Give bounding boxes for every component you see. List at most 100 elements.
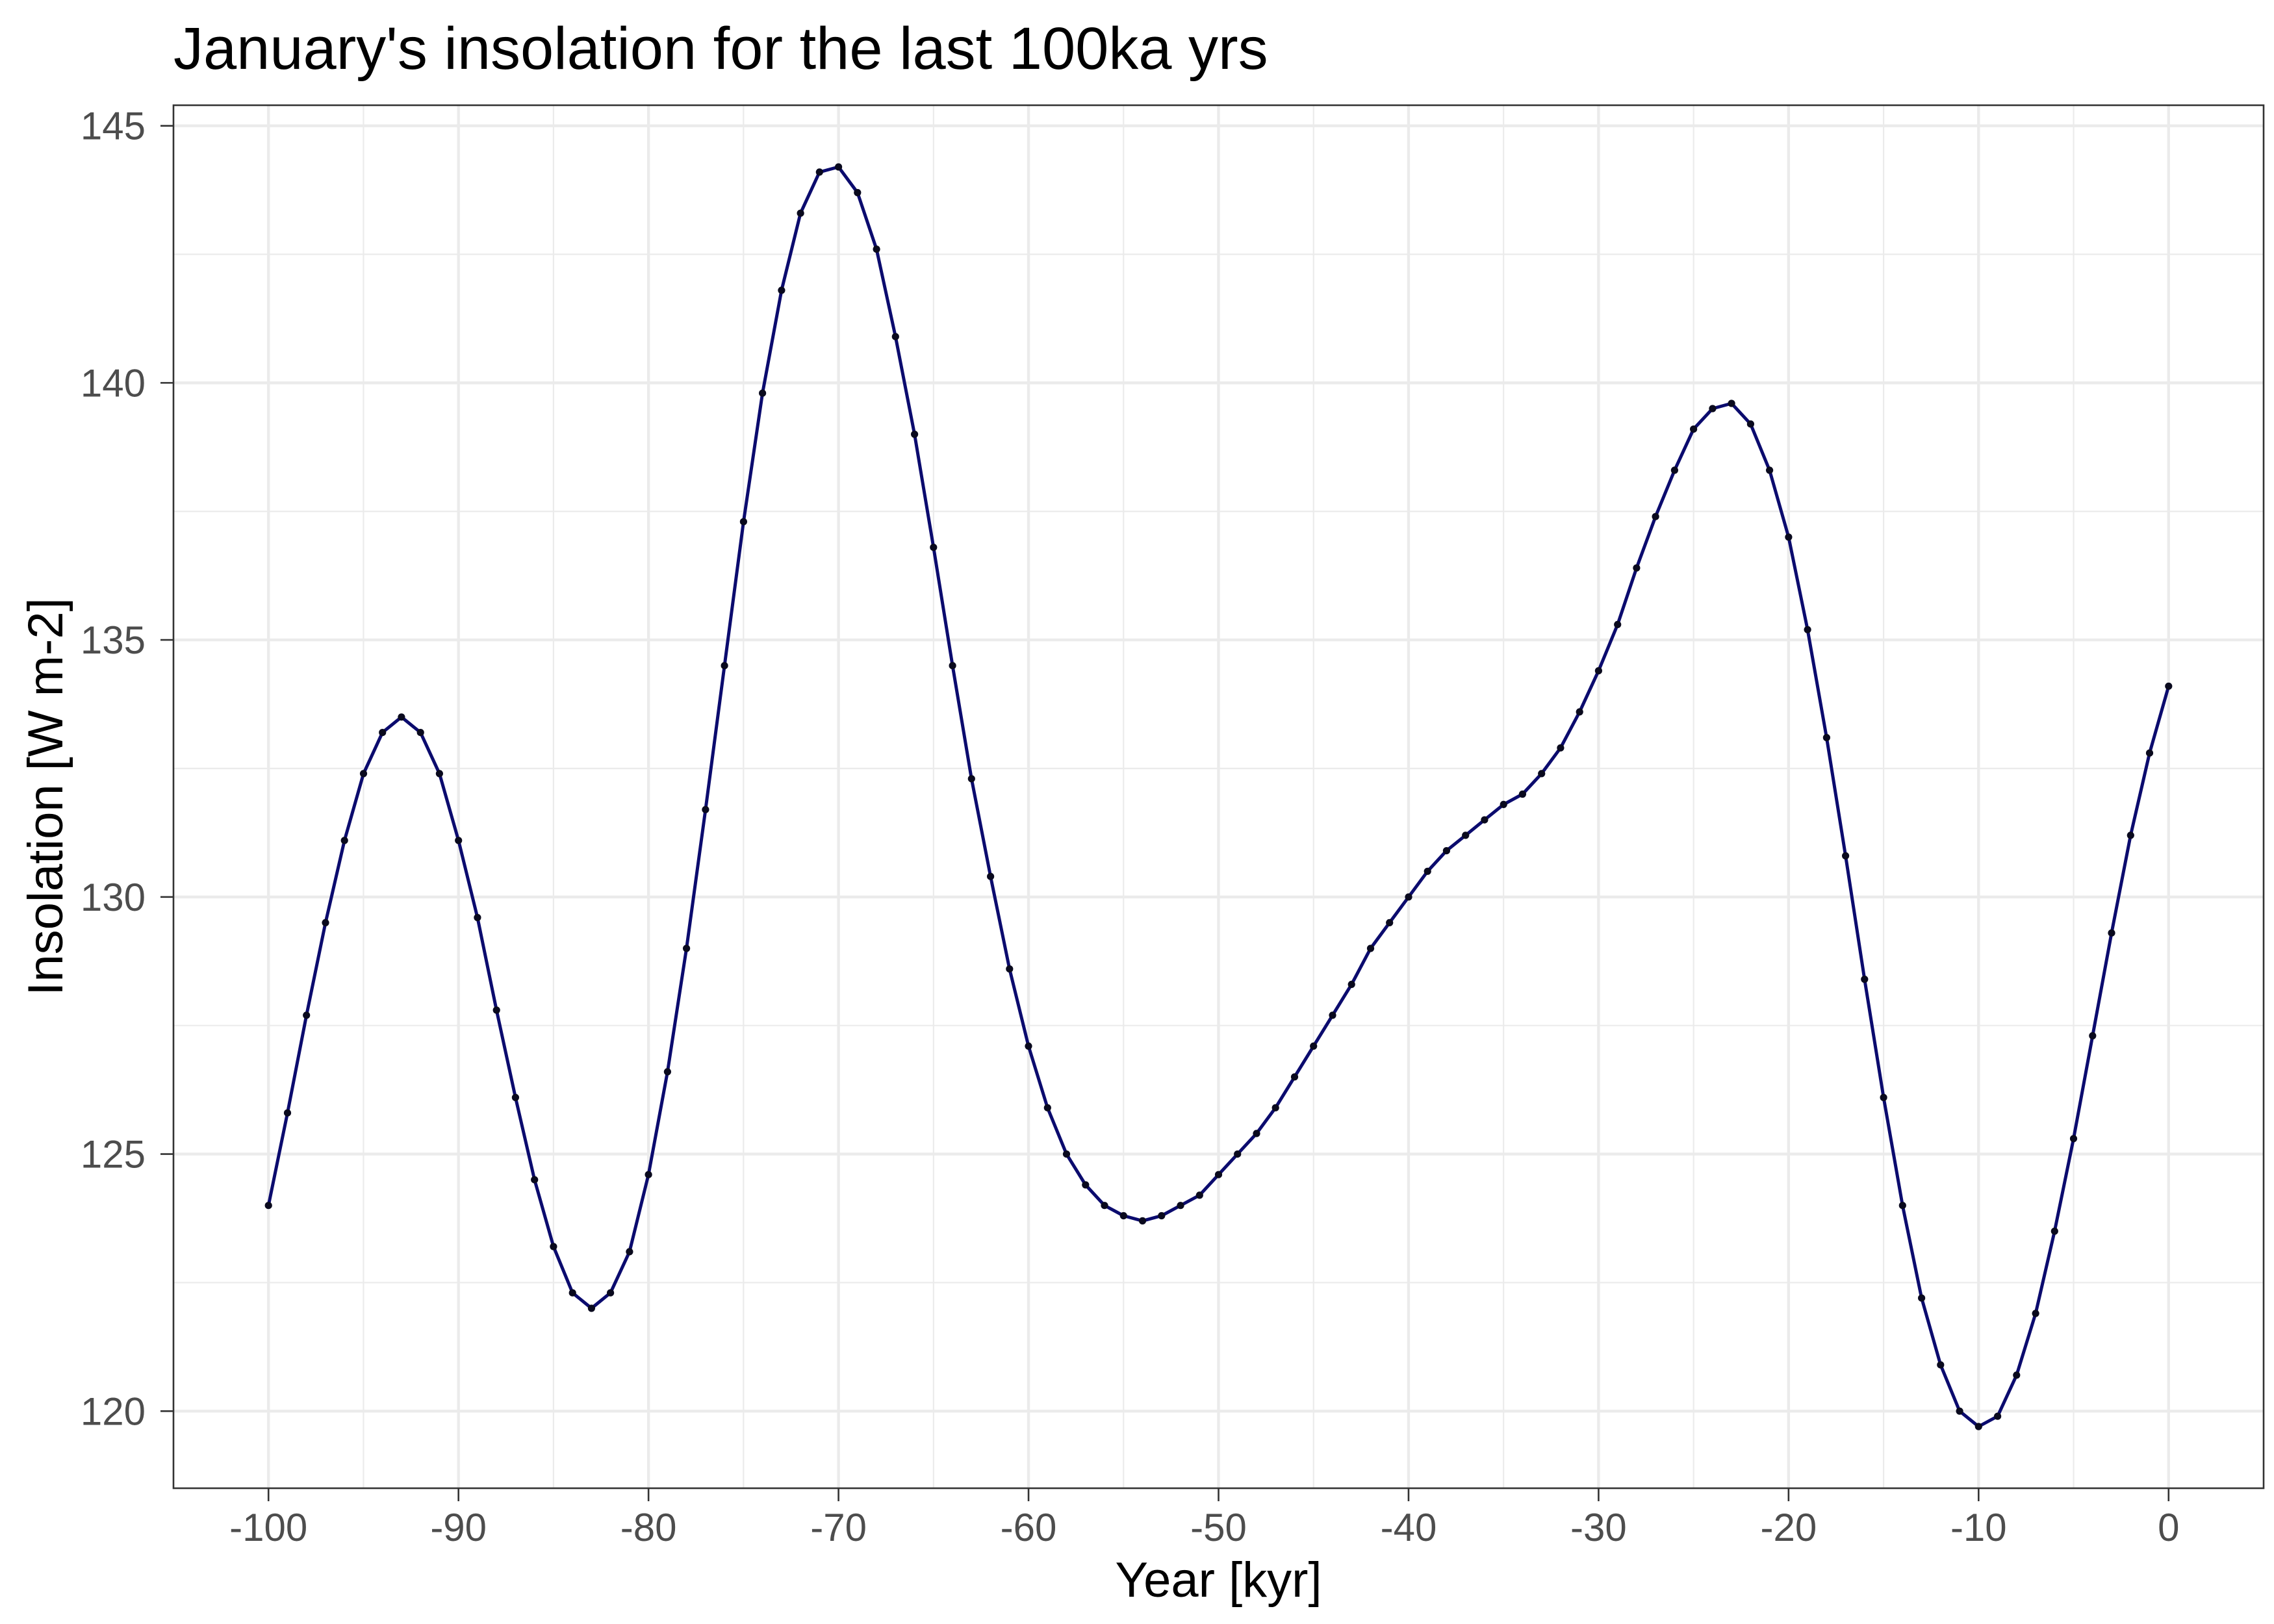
data-point [1766, 466, 1774, 474]
data-point [930, 544, 938, 552]
data-point [1310, 1042, 1318, 1050]
data-point [1329, 1011, 1336, 1019]
y-tick-label: 125 [81, 1133, 146, 1176]
data-point [322, 919, 329, 926]
data-point [2145, 749, 2154, 757]
y-tick-label: 120 [81, 1389, 146, 1433]
data-point [264, 1202, 272, 1210]
data-point [1138, 1217, 1147, 1224]
data-point [739, 518, 747, 526]
data-point [1481, 816, 1488, 824]
data-point [1158, 1212, 1166, 1220]
data-point [474, 913, 481, 922]
data-point [645, 1171, 652, 1178]
data-point [1937, 1361, 1945, 1369]
data-point [283, 1109, 292, 1117]
data-point [702, 806, 709, 813]
data-point [1594, 667, 1602, 675]
x-tick-label: -80 [620, 1506, 677, 1549]
data-point [379, 729, 387, 737]
data-point [873, 246, 880, 253]
x-tick-label: -60 [1001, 1506, 1057, 1549]
data-point [1861, 975, 1869, 983]
data-point [1195, 1191, 1203, 1199]
data-point [797, 209, 804, 217]
data-point [1974, 1423, 1982, 1430]
data-point [987, 872, 995, 880]
x-axis: -100 -90 -80 -70 -60 -50 -40 -30 -20 -10 0 [229, 1488, 2179, 1549]
data-point [1670, 466, 1678, 474]
data-point [492, 1006, 500, 1014]
y-axis-title: Insolation [W m-2] [18, 598, 73, 995]
data-point [1918, 1294, 1926, 1302]
data-point [568, 1289, 576, 1297]
data-point [2050, 1227, 2058, 1235]
major-grid [173, 105, 2264, 1488]
data-point [1746, 420, 1754, 428]
data-point [340, 837, 348, 844]
data-point [1119, 1212, 1127, 1220]
data-point [1898, 1202, 1906, 1210]
y-tick-label: 140 [81, 361, 146, 405]
x-tick-label: -70 [810, 1506, 867, 1549]
data-point [1253, 1130, 1260, 1137]
data-point [2013, 1371, 2021, 1379]
series-layer [264, 163, 2173, 1430]
data-point [1880, 1093, 1887, 1102]
x-tick-label: 0 [2158, 1506, 2179, 1549]
data-point [303, 1011, 311, 1019]
data-point [2089, 1032, 2097, 1040]
data-point [455, 837, 463, 844]
data-point [1062, 1150, 1071, 1158]
data-point [967, 775, 975, 783]
data-point [815, 168, 823, 176]
data-point [1101, 1202, 1108, 1210]
data-point [359, 770, 368, 778]
data-point [1576, 708, 1583, 716]
data-point [1842, 852, 1850, 860]
data-point [1728, 400, 1735, 407]
x-tick-label: -30 [1570, 1506, 1627, 1549]
data-point [663, 1068, 671, 1076]
data-point [1348, 980, 1355, 988]
data-point [1614, 620, 1622, 629]
data-point [683, 945, 691, 952]
data-point [1025, 1042, 1032, 1050]
y-tick-label: 135 [81, 618, 146, 662]
data-point [587, 1304, 596, 1312]
y-tick-label: 145 [81, 105, 146, 148]
data-point [835, 163, 843, 171]
data-point [854, 188, 862, 197]
data-point [1500, 800, 1507, 808]
data-point [1234, 1150, 1242, 1158]
data-point [1442, 847, 1450, 855]
data-point [1633, 564, 1641, 572]
data-point [1994, 1412, 2002, 1420]
data-point [721, 662, 728, 670]
x-tick-label: -100 [229, 1506, 307, 1549]
data-point [1043, 1104, 1051, 1111]
data-point [1271, 1104, 1279, 1111]
data-point [1290, 1073, 1299, 1081]
data-point [531, 1176, 539, 1184]
x-tick-label: -20 [1761, 1506, 1817, 1549]
data-point [1785, 533, 1793, 541]
data-point [1214, 1171, 1223, 1178]
data-point [911, 430, 919, 438]
data-point [1709, 405, 1717, 412]
data-point [1538, 770, 1546, 778]
y-tick-label: 130 [81, 876, 146, 919]
data-point [1082, 1181, 1090, 1189]
x-tick-label: -40 [1381, 1506, 1437, 1549]
data-point [1804, 626, 1811, 633]
data-point [2127, 831, 2134, 839]
x-tick-label: -10 [1950, 1506, 2007, 1549]
x-axis-title: Year [kyr] [1115, 1553, 1322, 1608]
data-point [1822, 733, 1830, 742]
data-point [398, 713, 405, 721]
data-point [778, 286, 786, 294]
data-point [550, 1243, 557, 1250]
data-point [1424, 867, 1431, 875]
data-point [1690, 425, 1698, 433]
data-point [1405, 893, 1412, 901]
